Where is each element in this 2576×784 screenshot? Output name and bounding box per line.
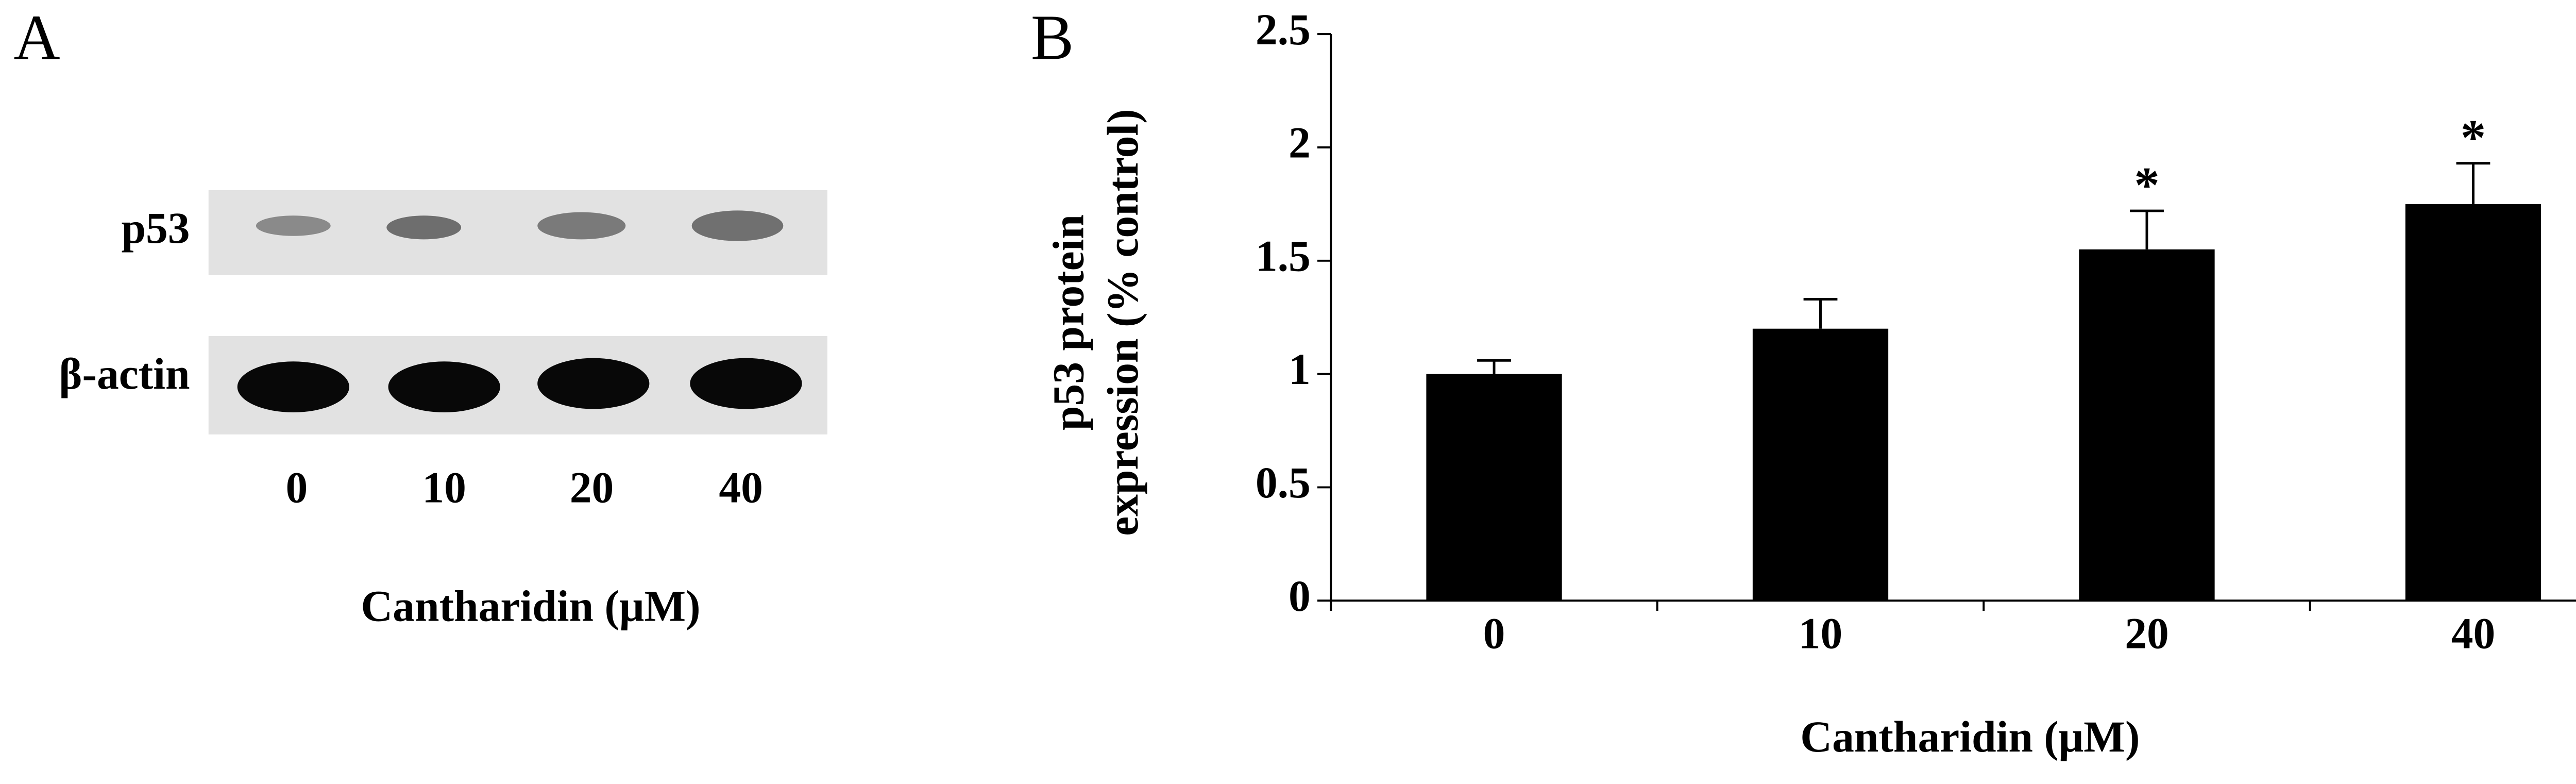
y-tick-label: 2.5 xyxy=(1256,5,1311,54)
error-bar xyxy=(1803,298,1838,329)
lane-label: 10 xyxy=(422,463,466,512)
x-axis-title: Cantharidin (μM) xyxy=(1800,712,2140,761)
row-label: β-actin xyxy=(59,349,190,398)
bands-actin xyxy=(237,358,802,412)
bar xyxy=(1426,374,1562,601)
error-bar xyxy=(2130,209,2164,249)
significance-mark: * xyxy=(2134,157,2159,213)
lane-label: 40 xyxy=(719,463,763,512)
panel-label: A xyxy=(13,3,60,74)
x-axis-title: Cantharidin (μM) xyxy=(361,582,700,631)
y-tick-label: 1.5 xyxy=(1256,231,1311,280)
bands-p53 xyxy=(256,210,784,241)
bar xyxy=(2079,249,2215,601)
row-label: p53 xyxy=(121,204,190,253)
x-tick-label: 40 xyxy=(2451,609,2496,658)
y-tick-label: 2 xyxy=(1289,119,1311,168)
y-axis-title: expression (% control) xyxy=(1098,109,1147,536)
x-tick-label: 10 xyxy=(1799,609,1843,658)
y-tick-label: 0 xyxy=(1289,572,1311,621)
y-tick-label: 0.5 xyxy=(1256,458,1311,507)
y-axis-title: p53 protein xyxy=(1044,214,1093,430)
y-tick-label: 1 xyxy=(1289,345,1311,394)
bar xyxy=(2405,204,2541,601)
error-bar xyxy=(1477,359,1511,374)
error-bar xyxy=(2456,162,2490,204)
significance-mark: * xyxy=(2461,110,2486,166)
lane-label: 0 xyxy=(286,463,308,512)
panel-label: B xyxy=(1031,3,1074,74)
lane-label: 20 xyxy=(570,463,614,512)
x-tick-label: 0 xyxy=(1483,609,1505,658)
x-tick-label: 20 xyxy=(2125,609,2169,658)
bar xyxy=(1752,328,1889,601)
